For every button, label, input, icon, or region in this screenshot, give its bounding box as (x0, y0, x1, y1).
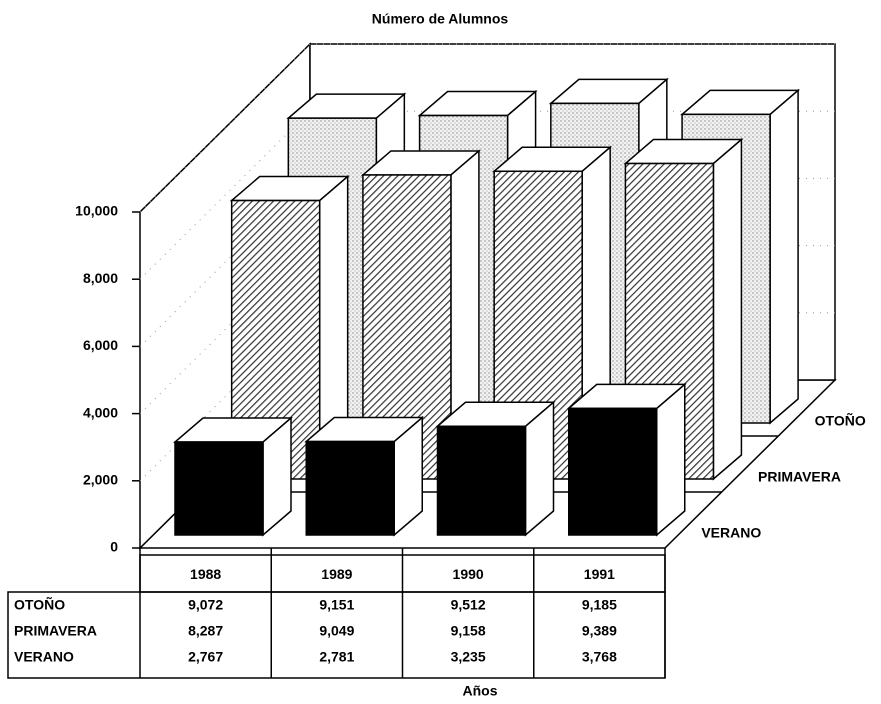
table-cell: 9,185 (582, 597, 617, 613)
table-cell: 9,151 (319, 597, 354, 613)
bar-side (656, 382, 686, 537)
table-cell: 3,768 (582, 649, 617, 665)
table-row-label: VERANO (14, 649, 74, 665)
x-tick-label: 1988 (190, 566, 221, 582)
y-tick-label: 8,000 (83, 270, 118, 286)
bar (436, 425, 527, 536)
chart-title: Número de Alumnos (372, 11, 509, 27)
x-axis-label: Años (463, 683, 498, 699)
bar (568, 407, 658, 536)
series-label: OTOÑO (815, 412, 866, 429)
bar-side (524, 400, 555, 537)
table-cell: 9,512 (451, 597, 486, 613)
table-cell: 2,767 (188, 649, 223, 665)
table-cell: 3,235 (451, 649, 486, 665)
x-tick-label: 1989 (321, 566, 352, 582)
y-tick-label: 4,000 (83, 404, 118, 420)
bar-side (769, 88, 799, 425)
y-tick-label: 6,000 (83, 337, 118, 353)
y-tick-label: 0 (110, 539, 118, 555)
table-cell: 9,158 (451, 623, 486, 639)
table-row-label: PRIMAVERA (14, 623, 97, 639)
x-tick-label: 1991 (584, 566, 615, 582)
bar (305, 440, 395, 536)
x-tick-label: 1990 (453, 566, 484, 582)
table-cell: 9,049 (319, 623, 354, 639)
table-cell: 9,389 (582, 623, 617, 639)
table-cell: 2,781 (319, 649, 354, 665)
table-row-label: OTOÑO (14, 596, 65, 613)
table-cell: 8,287 (188, 623, 223, 639)
series-label: PRIMAVERA (758, 469, 841, 485)
bar (174, 441, 264, 536)
y-tick-label: 10,000 (75, 203, 118, 219)
table-cell: 9,072 (188, 597, 223, 613)
y-tick-label: 2,000 (83, 472, 118, 488)
series-label: VERANO (701, 525, 761, 541)
bar-side (712, 137, 743, 481)
